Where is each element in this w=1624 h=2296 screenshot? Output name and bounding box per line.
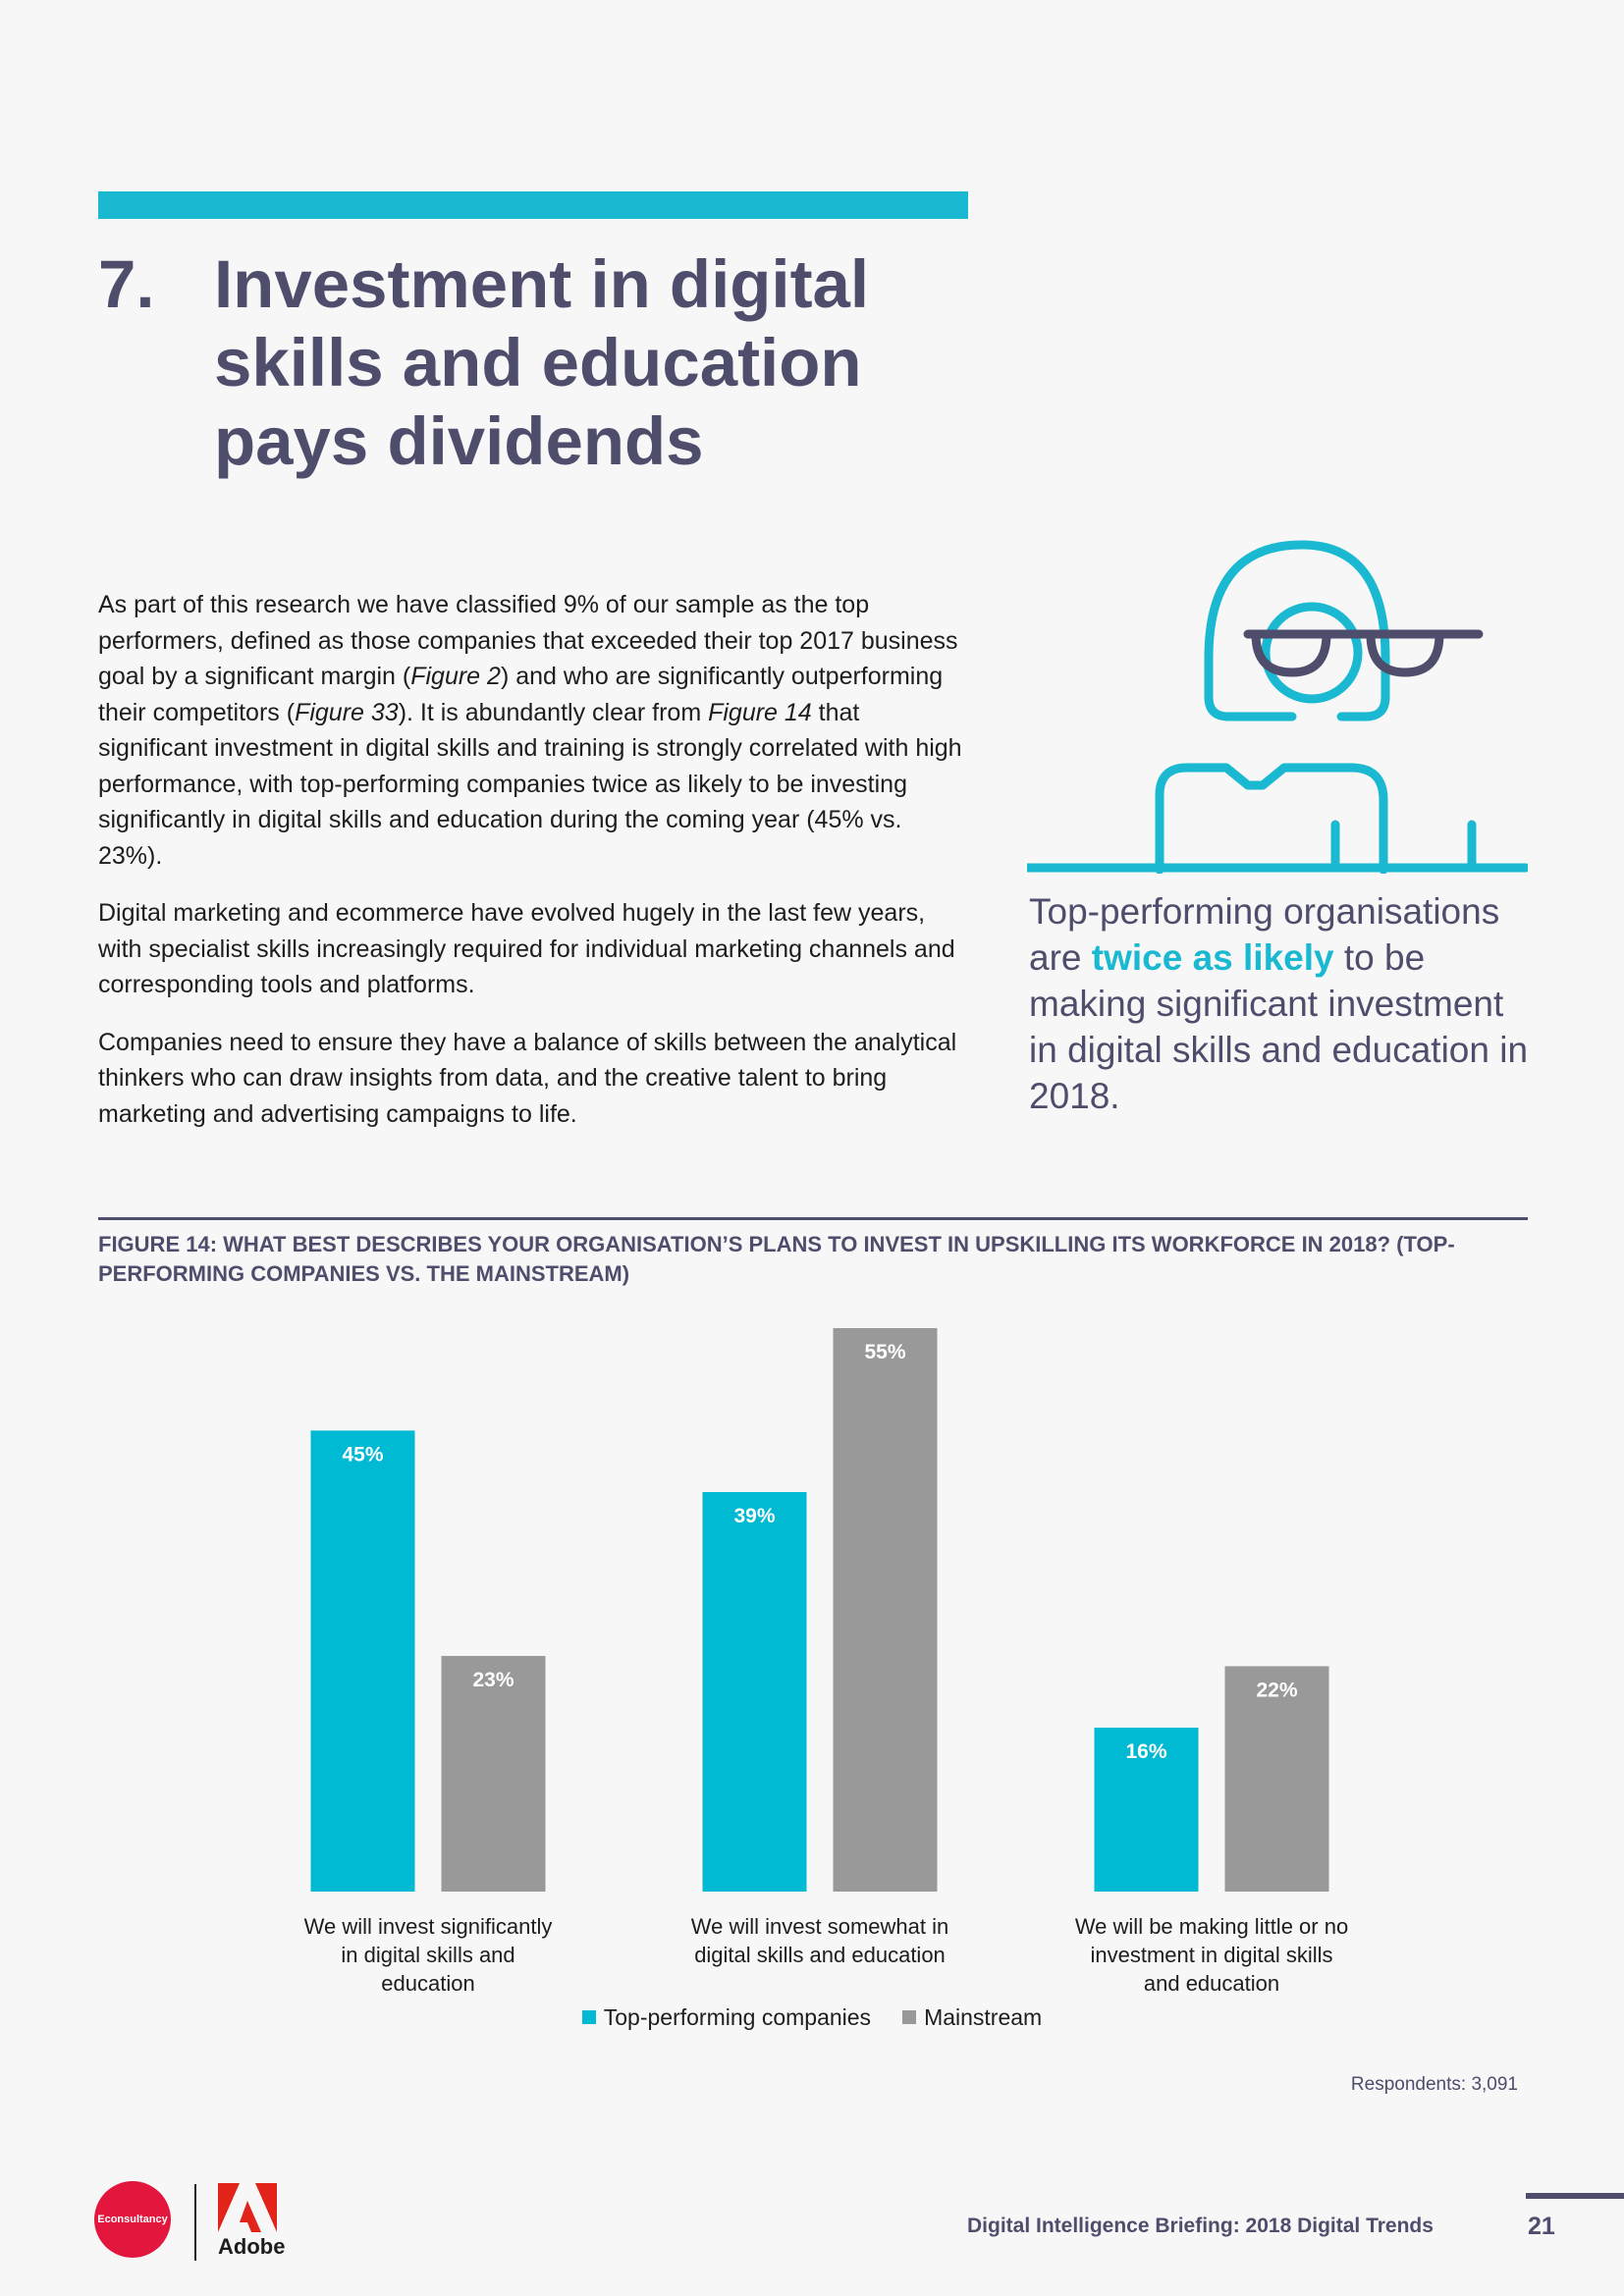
category-label: digital skills and education bbox=[694, 1943, 946, 1967]
data-label: 45% bbox=[342, 1443, 383, 1466]
bar-top-3 bbox=[1094, 1728, 1199, 1892]
category-label: investment in digital skills bbox=[1091, 1943, 1333, 1967]
body-text: As part of this research we have classif… bbox=[98, 587, 972, 1153]
data-label: 16% bbox=[1125, 1740, 1166, 1763]
person-with-glasses-icon bbox=[1027, 540, 1528, 874]
page-number: 21 bbox=[1528, 2213, 1555, 2240]
bar-chart: 45% 23% We will invest significantly in dig… bbox=[304, 1328, 1348, 1996]
bar-mainstream-3 bbox=[1224, 1666, 1329, 1892]
chart-legend: Top-performing companies Mainstream bbox=[0, 2004, 1624, 2031]
figure-14-ref: Figure 14 bbox=[708, 698, 812, 726]
callout-quote: Top-performing organisations are twice a… bbox=[1029, 891, 1529, 1116]
category-label: We will invest somewhat in bbox=[691, 1914, 948, 1939]
data-label: 39% bbox=[733, 1505, 775, 1527]
category-label: in digital skills and bbox=[341, 1943, 514, 1967]
figure-33-ref: Figure 33 bbox=[295, 698, 399, 726]
callout-highlight: twice as likely bbox=[1091, 937, 1334, 978]
bar-top-1 bbox=[310, 1430, 415, 1892]
figure-title: FIGURE 14: WHAT BEST DESCRIBES YOUR ORGA… bbox=[98, 1232, 1455, 1286]
bar-mainstream-1 bbox=[441, 1655, 546, 1892]
adobe-wordmark: Adobe bbox=[218, 2234, 286, 2259]
data-label: 23% bbox=[472, 1669, 514, 1691]
figure-2-ref: Figure 2 bbox=[410, 663, 501, 690]
category-label: We will be making little or no bbox=[1075, 1914, 1348, 1939]
legend-item: Mainstream bbox=[902, 2004, 1042, 2031]
paragraph-1: As part of this research we have classif… bbox=[98, 591, 962, 870]
paragraph-2: Digital marketing and ecommerce have evo… bbox=[98, 899, 955, 998]
section-title: Investment in digital skills and educati… bbox=[214, 246, 870, 479]
section-accent-bar bbox=[98, 191, 968, 219]
legend-label: Top-performing companies bbox=[603, 2004, 872, 2030]
data-label: 55% bbox=[864, 1341, 905, 1363]
category-label: and education bbox=[1144, 1971, 1279, 1996]
footer-title: Digital Intelligence Briefing: 2018 Digi… bbox=[967, 2215, 1434, 2237]
legend-swatch bbox=[902, 2010, 917, 2024]
legend-label: Mainstream bbox=[924, 2004, 1043, 2030]
adobe-logo-icon bbox=[218, 2183, 277, 2232]
figure-divider bbox=[98, 1217, 1528, 1220]
category-label: We will invest significantly bbox=[304, 1914, 553, 1939]
legend-item: Top-performing companies bbox=[581, 2004, 872, 2031]
section-number: 7. bbox=[98, 246, 155, 322]
logo-divider bbox=[194, 2184, 196, 2261]
paragraph-3: Companies need to ensure they have a bal… bbox=[98, 1028, 957, 1128]
bar-mainstream-2 bbox=[833, 1328, 938, 1892]
bar-top-2 bbox=[702, 1491, 807, 1892]
econsultancy-logo: Econsultancy bbox=[94, 2181, 171, 2258]
legend-swatch bbox=[581, 2010, 596, 2024]
data-label: 22% bbox=[1256, 1679, 1297, 1701]
glasses-icon bbox=[1243, 629, 1484, 677]
respondents-note: Respondents: 3,091 bbox=[1350, 2074, 1518, 2095]
category-label: education bbox=[381, 1971, 474, 1996]
page-number-rule bbox=[1526, 2193, 1624, 2199]
